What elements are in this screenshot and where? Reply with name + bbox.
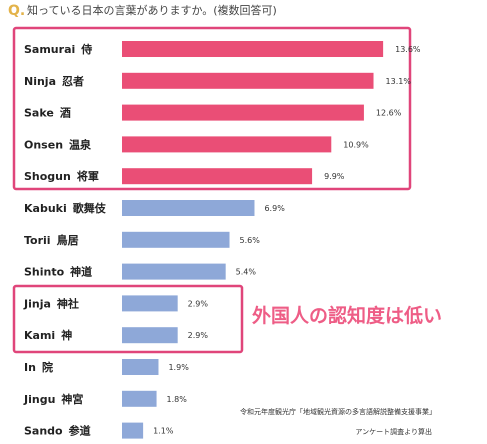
category-label-ja: 歌舞伎 (73, 201, 107, 215)
category-label-en: Onsen (24, 138, 63, 151)
category-label: Kami 神 (24, 328, 72, 342)
bar (122, 104, 364, 121)
category-label-ja: 神道 (70, 265, 92, 279)
category-label-en: Ninja (24, 75, 56, 88)
value-label: 2.9% (188, 331, 209, 340)
category-label: Shinto 神道 (24, 265, 92, 279)
category-label-ja: 酒 (60, 107, 71, 120)
category-label: Jinja 神社 (23, 296, 79, 310)
value-label: 2.9% (188, 299, 209, 308)
category-label-ja: 神社 (57, 296, 79, 310)
category-label-ja: 神宮 (61, 392, 83, 406)
value-label: 10.9% (343, 140, 369, 149)
category-label: Sake 酒 (24, 107, 71, 120)
value-label: 1.9% (168, 363, 189, 372)
question-marker: Q. (8, 3, 25, 19)
bar (122, 263, 226, 280)
category-label-en: Shogun (24, 170, 71, 183)
category-label-en: Kabuki (24, 202, 67, 215)
value-label: 5.6% (240, 236, 261, 245)
source-line-1: 令和元年度観光庁「地域観光資源の多言語解説整備支援事業」 (240, 407, 436, 416)
category-label: Ninja 忍者 (24, 74, 84, 88)
top-group-frame (12, 26, 412, 191)
bar (122, 359, 159, 375)
bar (122, 41, 384, 57)
bar (122, 327, 178, 344)
category-label: Torii 鳥居 (24, 233, 79, 247)
bar (122, 231, 230, 248)
bar (122, 136, 332, 153)
category-label-ja: 将軍 (77, 169, 99, 183)
category-label-ja: 鳥居 (57, 233, 79, 247)
bar (122, 422, 144, 439)
category-label-en: In (24, 361, 36, 374)
low-group-frame (12, 284, 244, 354)
value-label: 5.4% (236, 268, 257, 277)
category-label-ja: 侍 (80, 42, 92, 56)
value-label: 13.1% (386, 77, 412, 86)
category-label-en: Jingu (23, 393, 55, 406)
category-label: Shogun 将軍 (24, 169, 99, 183)
category-label: In 院 (24, 360, 53, 374)
bar (122, 390, 157, 407)
value-label: 12.6% (376, 109, 402, 118)
category-label-en: Shinto (24, 266, 65, 279)
category-label-en: Sando (24, 425, 63, 438)
value-label: 1.8% (167, 395, 188, 404)
category-label-en: Kami (24, 329, 55, 342)
category-label-en: Sake (24, 107, 54, 120)
category-label: Samurai 侍 (24, 42, 92, 56)
bar (122, 168, 313, 185)
bar (122, 72, 374, 89)
category-label-en: Torii (24, 234, 51, 247)
bar (122, 295, 178, 312)
question-text: 知っている日本の言葉がありますか。(複数回答可) (27, 3, 277, 17)
category-label-en: Samurai (24, 43, 75, 56)
bar (122, 200, 255, 216)
bars-group: Samurai 侍 13.6% Ninja 忍者 13.1% Sake 酒 12.6% Onsen… (23, 41, 421, 439)
source-line-2: アンケート調査より算出 (355, 427, 432, 436)
value-label: 13.6% (395, 45, 421, 54)
category-label: Onsen 温泉 (24, 137, 92, 151)
value-label: 6.9% (264, 204, 285, 213)
category-label: Jingu 神宮 (23, 392, 83, 406)
category-label-ja: 温泉 (69, 137, 92, 151)
value-label: 9.9% (324, 172, 345, 181)
category-label: Sando 参道 (24, 424, 91, 438)
question-heading: Q. 知っている日本の言葉がありますか。(複数回答可) (8, 3, 277, 19)
callout-text: 外国人の認知度は低い (252, 304, 442, 327)
category-label: Kabuki 歌舞伎 (24, 201, 107, 215)
value-label: 1.1% (153, 427, 174, 436)
category-label-ja: 神 (61, 328, 72, 342)
category-label-ja: 院 (42, 360, 53, 374)
category-label-en: Jinja (23, 297, 51, 310)
category-label-ja: 忍者 (62, 74, 84, 88)
category-label-ja: 参道 (69, 424, 91, 438)
